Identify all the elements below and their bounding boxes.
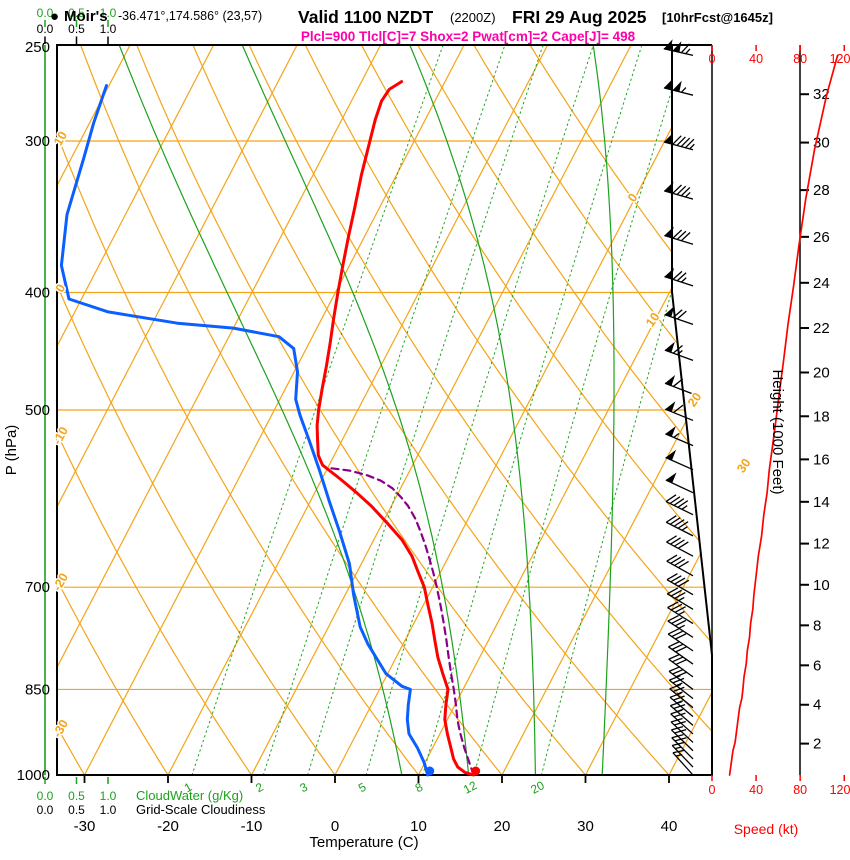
wind-barbs (663, 39, 695, 776)
tick-label: 5 (356, 780, 369, 796)
tick-label: -30 (50, 717, 71, 740)
tick-label: 18 (813, 408, 830, 425)
surface-temperature-dot (471, 766, 481, 776)
tick-label: -10 (241, 818, 263, 835)
height-axis-title: Height (1000 Feet) (769, 369, 786, 494)
tick-label: 500 (25, 402, 50, 419)
tick-label: 0.5 (68, 803, 85, 817)
surface-dewpoint-dot (425, 766, 435, 776)
tick-label: 28 (813, 182, 830, 199)
tick-label: 12 (461, 778, 480, 797)
tick-label: 1.0 (100, 789, 117, 803)
tick-label: 80 (793, 52, 807, 66)
temperature-axis-title: Temperature (C) (309, 834, 418, 851)
tick-label: 30 (577, 818, 594, 835)
station-coords: -36.471°,174.586° (23,57) (118, 9, 262, 23)
tick-label: 400 (25, 284, 50, 301)
tick-label: 10 (51, 129, 70, 148)
tick-label: -20 (50, 571, 71, 594)
tick-label: 10 (813, 577, 830, 594)
station-label: Moir's (64, 8, 108, 25)
sounding-profiles (59, 80, 481, 777)
tick-label: 6 (813, 657, 821, 674)
tick-label: 10 (410, 818, 427, 835)
tick-label: 20 (494, 818, 511, 835)
tick-label: 700 (25, 579, 50, 596)
station-bullet-icon: ● (50, 8, 59, 25)
tick-label: 850 (25, 681, 50, 698)
tick-label: -20 (157, 818, 179, 835)
cloudiness-axis-title: Grid-Scale Cloudiness (136, 802, 266, 817)
tick-label: 20 (685, 390, 704, 409)
tick-label: 0.0 (37, 789, 54, 803)
tick-label: 0 (709, 52, 716, 66)
tick-label: 20 (813, 365, 830, 382)
tick-label: -30 (74, 818, 96, 835)
tick-label: 40 (749, 783, 763, 797)
tick-label: 4 (813, 697, 821, 714)
plot-border (44, 44, 713, 776)
tick-label: 16 (813, 451, 830, 468)
tick-label: 2 (813, 736, 821, 753)
tick-label: 24 (813, 275, 830, 292)
tick-label: 12 (813, 536, 830, 553)
tick-label: 0.0 (37, 803, 54, 817)
valid-utc-label: (2200Z) (450, 10, 496, 25)
tick-label: 0.0 (37, 6, 54, 20)
tick-label: 20 (528, 778, 547, 797)
tick-label: 2 (253, 780, 266, 796)
tick-label: 0.0 (37, 22, 54, 36)
stability-indices-label: Plcl=900 Tlcl[C]=7 Shox=2 Pwat[cm]=2 Cap… (301, 29, 636, 44)
tick-label: 0 (709, 783, 716, 797)
tick-label: 1.0 (100, 803, 117, 817)
tick-label: 14 (813, 494, 830, 511)
cloudwater-axis-title: CloudWater (g/Kg) (136, 788, 243, 803)
tick-label: 120 (830, 52, 850, 66)
valid-time-label: Valid 1100 NZDT (298, 7, 434, 27)
speed-profile (728, 54, 839, 776)
tick-label: 40 (749, 52, 763, 66)
grid-lines (57, 45, 712, 775)
tick-label: 250 (25, 39, 50, 56)
tick-label: 0 (331, 818, 339, 835)
tick-label: 1000 (17, 767, 50, 784)
tick-label: 120 (830, 783, 850, 797)
tick-label: 300 (25, 133, 50, 150)
tick-label: 30 (734, 456, 753, 475)
tick-label: -10 (50, 424, 71, 447)
forecast-info-label: [10hrFcst@1645z] (662, 10, 773, 25)
valid-date-label: FRI 29 Aug 2025 (512, 7, 647, 27)
tick-label: 40 (661, 818, 678, 835)
tick-label: 22 (813, 320, 830, 337)
tick-label: 8 (413, 780, 426, 796)
tick-label: 26 (813, 229, 830, 246)
tick-label: 0.5 (68, 789, 85, 803)
tick-label: 0.5 (68, 22, 85, 36)
speed-axis-title: Speed (kt) (734, 821, 799, 837)
tick-label: 10 (643, 310, 662, 329)
tick-label: 0.5 (68, 6, 85, 20)
tick-label: 1.0 (100, 22, 117, 36)
tick-label: 1.0 (100, 6, 117, 20)
pressure-axis-title: P (hPa) (3, 425, 20, 476)
tick-label: 8 (813, 617, 821, 634)
tick-label: 80 (793, 783, 807, 797)
tick-label: 3 (297, 780, 310, 796)
